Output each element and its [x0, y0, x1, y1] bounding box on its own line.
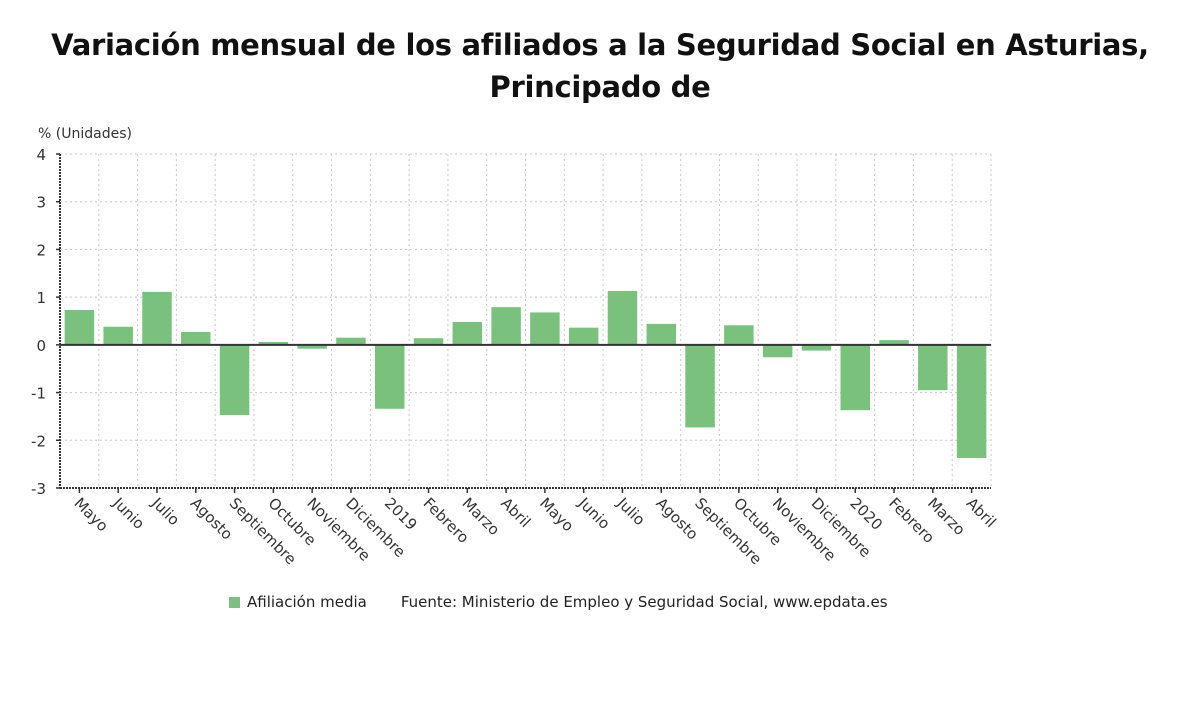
bar-diciembre-19: [801, 344, 832, 351]
y-tick-label: -1: [31, 385, 46, 403]
chart-title: Variación mensual de los afiliados a la …: [0, 24, 1200, 108]
y-tick-label: 3: [36, 194, 46, 212]
y-ticks: 4 3 2 1 0 -1 -2 -3: [31, 146, 60, 498]
x-tick-label: Junio: [109, 493, 148, 532]
bar-mayo-12: [530, 312, 560, 345]
bar-septiembre-16: [685, 344, 715, 428]
chart-title-line-1: Variación mensual de los afiliados a la …: [51, 28, 1149, 62]
bar-abril-11: [491, 307, 521, 345]
bar-agosto-15: [646, 323, 677, 345]
x-tick-label: Mayo: [71, 494, 112, 535]
y-tick-label: 0: [36, 337, 46, 355]
y-tick-label: -3: [31, 480, 46, 498]
bar-julio-2: [142, 291, 172, 345]
bar-octubre-17: [724, 325, 754, 345]
bar-junio-1: [103, 326, 133, 345]
bar-febrero-21: [879, 340, 909, 345]
bar-julio-14: [607, 290, 638, 345]
bar-noviembre-6: [297, 344, 327, 349]
grid: [60, 153, 992, 488]
y-axis-label: % (Unidades): [38, 126, 132, 142]
bar-septiembre-4: [219, 344, 250, 415]
legend: Afiliación media Fuente: Ministerio de E…: [229, 593, 888, 611]
legend-label: Afiliación media: [247, 593, 367, 611]
y-tick-label: -2: [31, 432, 46, 450]
x-tick-label: Mayo: [536, 494, 577, 535]
x-tick-label: Junio: [574, 493, 613, 532]
bars: [64, 290, 987, 458]
bar-2020-20: [840, 344, 870, 411]
y-tick-label: 2: [36, 241, 46, 259]
bar-junio-13: [568, 327, 599, 345]
bar-marzo-22: [918, 344, 948, 391]
x-tick-label: Julio: [613, 493, 649, 529]
source-note: Fuente: Ministerio de Empleo y Seguridad…: [400, 593, 888, 611]
y-tick-label: 1: [36, 289, 46, 307]
legend-swatch: [229, 596, 240, 608]
bar-marzo-10: [452, 321, 483, 345]
bar-abril-23: [956, 344, 987, 458]
bar-diciembre-7: [336, 337, 366, 345]
y-tick-label: 4: [36, 146, 46, 164]
bar-2019-8: [374, 344, 405, 409]
x-tick-label: Julio: [147, 493, 183, 529]
x-tick-label: Agosto: [652, 494, 701, 543]
axes: [59, 154, 991, 489]
bar-octubre-5: [258, 341, 289, 345]
bar-mayo-0: [64, 310, 95, 345]
bar-noviembre-18: [762, 344, 793, 358]
bar-febrero-9: [413, 338, 444, 345]
chart-title-line-2: Principado de: [489, 70, 711, 104]
bar-agosto-3: [181, 331, 211, 345]
x-tick-label: Agosto: [187, 494, 236, 543]
